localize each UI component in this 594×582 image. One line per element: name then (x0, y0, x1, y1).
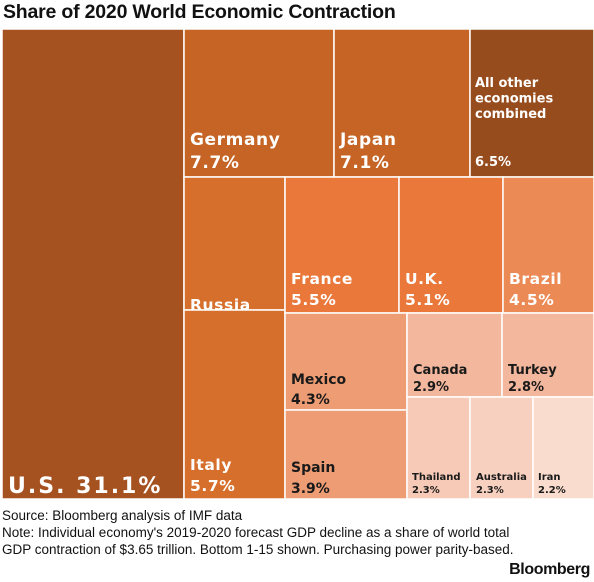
tile-value-australia: 2.3% (476, 485, 504, 496)
tile-japan: Japan 7.1% (333, 28, 471, 178)
tile-value-turkey: 2.8% (508, 380, 544, 395)
tile-u-s: U.S. 31.1% (1, 28, 185, 500)
tile-thailand: Thailand 2.3% (406, 396, 471, 500)
chart-title: Share of 2020 World Economic Contraction (3, 1, 396, 23)
tile-australia: Australia 2.3% (469, 396, 534, 500)
tile-rect-mexico (284, 312, 408, 411)
tile-name-all-other-economies-combined-1: economies (475, 91, 553, 106)
tile-name-thailand: Thailand (412, 472, 461, 483)
tile-germany: Germany 7.7% (183, 28, 335, 178)
tile-value-germany: 7.7% (190, 153, 240, 173)
tile-brazil: Brazil 4.5% (502, 176, 594, 314)
tile-name-italy: Italy (190, 456, 232, 474)
tile-value-france: 5.5% (291, 291, 336, 309)
tile-label-u-s: U.S. 31.1% (8, 474, 162, 499)
tile-name-spain: Spain (291, 460, 335, 476)
tile-rect-thailand (406, 396, 471, 500)
tile-value-spain: 3.9% (291, 481, 330, 497)
tile-value-canada: 2.9% (413, 380, 449, 395)
tile-name-japan: Japan (339, 130, 397, 150)
tile-turkey: Turkey 2.8% (501, 312, 594, 398)
tile-name-u-k: U.K. (405, 270, 444, 288)
tile-u-k: U.K. 5.1% (398, 176, 504, 314)
tile-value-japan: 7.1% (340, 153, 390, 173)
tile-rect-u-s (1, 28, 185, 500)
tile-rect-italy (183, 309, 286, 500)
tile-iran: Iran 2.2% (532, 396, 594, 500)
tile-france: France 5.5% (284, 176, 400, 314)
tile-name-canada: Canada (413, 363, 467, 378)
tile-rect-iran (532, 396, 594, 500)
tile-name-turkey: Turkey (508, 363, 557, 378)
source-note: Source: Bloomberg analysis of IMF data (2, 508, 243, 523)
bloomberg-logo: Bloomberg (509, 561, 590, 578)
tile-name-iran: Iran (538, 472, 561, 483)
tile-value-iran: 2.2% (538, 485, 566, 496)
tile-name-all-other-economies-combined-0: All other (475, 76, 539, 91)
tile-value-u-k: 5.1% (405, 291, 450, 309)
tile-name-germany: Germany (190, 130, 280, 150)
footnote-line-1: Note: Individual economy's 2019-2020 for… (2, 525, 510, 540)
tile-rect-u-k (398, 176, 504, 314)
tile-rect-canada (406, 312, 503, 398)
tile-rect-russia (183, 176, 286, 311)
tile-value-all-other-economies-combined: 6.5% (475, 155, 511, 170)
footnote-line-2: GDP contraction of $3.65 trillion. Botto… (2, 542, 514, 557)
tile-rect-australia (469, 396, 534, 500)
tile-rect-turkey (501, 312, 594, 398)
tile-value-mexico: 4.3% (291, 392, 330, 408)
tile-rect-all-other-economies-combined (469, 28, 594, 178)
tile-name-all-other-economies-combined-2: combined (475, 107, 546, 122)
tile-name-france: France (291, 270, 353, 288)
tile-value-italy: 5.7% (190, 477, 235, 495)
tile-name-australia: Australia (476, 472, 527, 483)
tile-name-brazil: Brazil (509, 270, 562, 288)
tile-mexico: Mexico 4.3% (284, 312, 408, 411)
tile-value-thailand: 2.3% (412, 485, 440, 496)
tile-spain: Spain 3.9% (284, 409, 408, 500)
tile-value-brazil: 4.5% (509, 291, 554, 309)
tile-canada: Canada 2.9% (406, 312, 503, 398)
tile-italy: Italy 5.7% (183, 309, 286, 500)
tile-name-mexico: Mexico (291, 372, 347, 388)
treemap-chart: U.S. 31.1% Germany 7.7% Japan 7.1% All othere… (1, 28, 594, 500)
